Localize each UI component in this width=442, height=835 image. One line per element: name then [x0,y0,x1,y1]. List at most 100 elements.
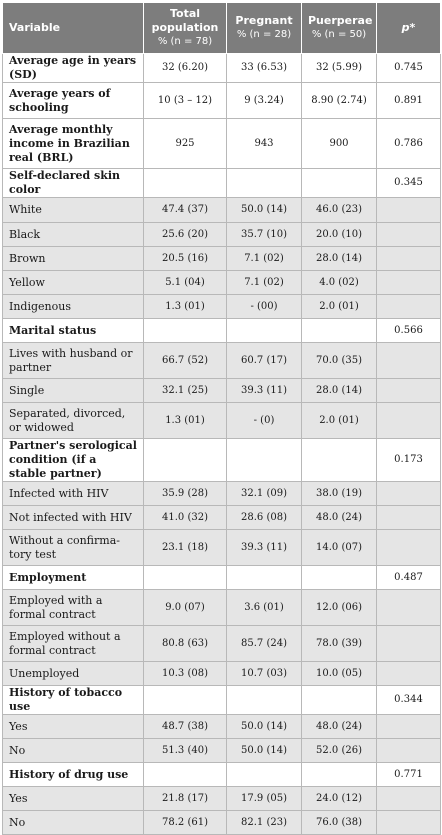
cell-puerperae: 52.0 (26) [301,738,377,763]
table-row: Yes 48.7 (38) 50.0 (14) 48.0 (24) [2,714,441,739]
cell-puerperae [301,318,377,343]
cell-puerperae: 38.0 (19) [301,481,377,506]
header-puerperae-label: Puerperae [308,14,373,27]
cell-p-value: 0.344 [376,685,441,715]
cell-puerperae: 24.0 (12) [301,786,377,811]
cell-pregnant: 33 (6.53) [226,53,302,83]
header-pregnant: Pregnant % (n = 28) [226,2,302,54]
cell-p-value [376,481,441,506]
section-row: Self-declared skin color 0.345 [2,168,441,198]
row-label: Partner's serological condition (if a st… [2,438,144,482]
cell-p-value [376,714,441,739]
cell-p-value [376,810,441,835]
cell-total: 5.1 (04) [143,270,227,295]
cell-pregnant: 10.7 (03) [226,661,302,686]
header-variable: Variable [2,2,144,54]
cell-p-value: 0.745 [376,53,441,83]
cell-pregnant: 17.9 (05) [226,786,302,811]
cell-puerperae [301,438,377,482]
table-row: Lives with husband or partner 66.7 (52) 60… [2,342,441,379]
header-total: Total population % (n = 78) [143,2,227,54]
cell-total [143,565,227,590]
cell-total [143,438,227,482]
cell-pregnant: 28.6 (08) [226,505,302,530]
row-label: Single [2,378,144,403]
table-row: Yellow 5.1 (04) 7.1 (02) 4.0 (02) [2,270,441,295]
cell-puerperae [301,565,377,590]
cell-total [143,762,227,787]
cell-puerperae: 8.90 (2.74) [301,82,377,119]
cell-puerperae: 28.0 (14) [301,246,377,271]
cell-p-value: 0.566 [376,318,441,343]
row-label: Self-declared skin color [2,168,144,198]
header-total-sub: % (n = 78) [157,36,213,47]
section-row: History of drug use 0.771 [2,762,441,787]
cell-total: 1.3 (01) [143,402,227,439]
row-label: White [2,197,144,223]
header-puerperae-sub: % (n = 50) [311,29,367,40]
header-p-value: p* [376,2,441,54]
cell-pregnant [226,685,302,715]
row-label: Yellow [2,270,144,295]
cell-pregnant: 9 (3.24) [226,82,302,119]
table-row: White 47.4 (37) 50.0 (14) 46.0 (23) [2,197,441,223]
section-row: Employment 0.487 [2,565,441,590]
cell-p-value [376,589,441,626]
table-row: Single 32.1 (25) 39.3 (11) 28.0 (14) [2,378,441,403]
cell-pregnant: 943 [226,118,302,169]
row-label: Employed with a formal contract [2,589,144,626]
section-row: Partner's serological condition (if a st… [2,438,441,482]
section-row: History of tobacco use 0.344 [2,685,441,715]
table-row: Unemployed 10.3 (08) 10.7 (03) 10.0 (05) [2,661,441,686]
cell-p-value [376,786,441,811]
cell-p-value [376,222,441,247]
cell-total: 23.1 (18) [143,529,227,566]
cell-p-value [376,402,441,439]
row-label: Without a confirma-tory test [2,529,144,566]
cell-pregnant: 7.1 (02) [226,270,302,295]
cell-p-value: 0.891 [376,82,441,119]
cell-puerperae: 4.0 (02) [301,270,377,295]
cell-pregnant: 85.7 (24) [226,625,302,662]
table-row: No 78.2 (61) 82.1 (23) 76.0 (38) [2,810,441,835]
cell-pregnant: 50.0 (14) [226,714,302,739]
cell-total: 20.5 (16) [143,246,227,271]
row-label: Not infected with HIV [2,505,144,530]
header-row: Variable Total population % (n = 78) Pre… [2,2,441,54]
header-total-line1: Total [169,7,201,20]
cell-puerperae: 48.0 (24) [301,714,377,739]
table-row: Infected with HIV 35.9 (28) 32.1 (09) 38.0 … [2,481,441,506]
table-row: Indigenous 1.3 (01) - (00) 2.0 (01) [2,294,441,319]
cell-total: 80.8 (63) [143,625,227,662]
cell-puerperae: 46.0 (23) [301,197,377,223]
row-label: Marital status [2,318,144,343]
cell-total: 925 [143,118,227,169]
cell-pregnant: 50.0 (14) [226,197,302,223]
row-label: No [2,738,144,763]
cell-pregnant [226,438,302,482]
cell-p-value: 0.771 [376,762,441,787]
cell-puerperae: 48.0 (24) [301,505,377,530]
cell-puerperae: 14.0 (07) [301,529,377,566]
cell-p-value [376,625,441,662]
cell-total: 10.3 (08) [143,661,227,686]
table-row: Average monthly income in Brazilian real… [2,118,441,169]
cell-total: 9.0 (07) [143,589,227,626]
cell-pregnant: 32.1 (09) [226,481,302,506]
table-body: Average age in years (SD) 32 (6.20) 33 (6.… [2,53,441,835]
cell-pregnant: 60.7 (17) [226,342,302,379]
header-total-line2: population [151,21,219,34]
table-row: Employed with a formal contract 9.0 (07) 3… [2,589,441,626]
row-label: Employment [2,565,144,590]
cell-total: 21.8 (17) [143,786,227,811]
cell-pregnant: - (00) [226,294,302,319]
table-row: Separated, divorced, or widowed 1.3 (01) -… [2,402,441,439]
cell-puerperae: 2.0 (01) [301,294,377,319]
cell-puerperae: 20.0 (10) [301,222,377,247]
cell-pregnant: - (0) [226,402,302,439]
row-label: Average years of schooling [2,82,144,119]
cell-pregnant: 3.6 (01) [226,589,302,626]
cell-puerperae: 900 [301,118,377,169]
table-row: Not infected with HIV 41.0 (32) 28.6 (08) 4… [2,505,441,530]
